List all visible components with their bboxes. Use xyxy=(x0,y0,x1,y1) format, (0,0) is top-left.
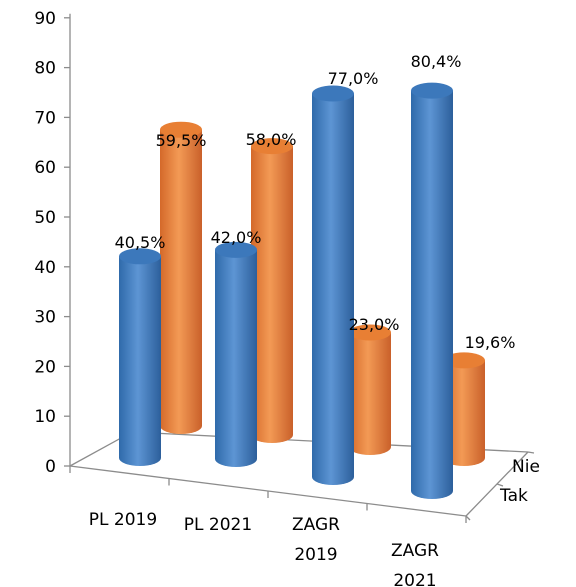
data-label: 40,5% xyxy=(115,233,166,252)
bar-tak xyxy=(119,256,161,466)
data-label: 58,0% xyxy=(246,130,297,149)
y-tick-label: 80 xyxy=(34,59,56,79)
depth-tick-mark xyxy=(496,483,504,487)
y-tick-label: 30 xyxy=(34,308,56,328)
y-tick-label: 0 xyxy=(45,457,56,477)
data-label: 19,6% xyxy=(465,333,516,352)
bar-top-nie xyxy=(160,121,202,138)
chart-bars xyxy=(119,82,485,499)
bar-top-tak xyxy=(312,85,354,102)
y-tick-label: 70 xyxy=(34,108,56,128)
bar-top-tak xyxy=(411,82,453,99)
y-tick-label: 40 xyxy=(34,258,56,278)
depth-tick-mark xyxy=(465,515,471,521)
y-tick-label: 50 xyxy=(34,208,56,228)
bar-nie xyxy=(251,146,293,443)
data-label: 42,0% xyxy=(211,228,262,247)
series-axis-label: Nie xyxy=(512,457,540,477)
bar-top-tak xyxy=(119,248,161,265)
chart-axes: 0 10 20 30 40 50 60 70 80 90 PL 2019 PL 2021 ZAGR 201… xyxy=(34,9,540,587)
data-label: 80,4% xyxy=(411,52,462,71)
bar-top-tak xyxy=(215,241,257,258)
bar-nie xyxy=(349,332,391,455)
depth-tick-mark xyxy=(527,451,535,454)
bar-tak xyxy=(312,93,354,485)
y-tick-label: 20 xyxy=(34,357,56,377)
data-label: 77,0% xyxy=(328,69,379,88)
bar-nie xyxy=(160,129,202,434)
bar-tak xyxy=(411,90,453,499)
bar-top-nie xyxy=(443,352,485,369)
x-category-label: PL 2019 xyxy=(89,510,157,530)
data-label: 59,5% xyxy=(156,131,207,150)
data-label: 23,0% xyxy=(349,315,400,334)
x-category-label: ZAGR 2019 xyxy=(292,515,340,565)
bar-nie xyxy=(443,360,485,466)
bar-top-nie xyxy=(349,324,391,341)
y-tick-label: 90 xyxy=(34,9,56,29)
y-tick-label: 60 xyxy=(34,158,56,178)
series-axis-label: Tak xyxy=(499,486,528,506)
bar-top-nie xyxy=(251,138,293,155)
chart-labels: 40,5% 42,0% 77,0% 80,4% 59,5% 58,0% 23,0% 19,6% xyxy=(115,52,516,352)
x-category-label: ZAGR 2021 xyxy=(391,541,439,587)
y-tick-label: 10 xyxy=(34,407,56,427)
x-category-label: PL 2021 xyxy=(184,515,252,535)
bar-tak xyxy=(215,249,257,467)
